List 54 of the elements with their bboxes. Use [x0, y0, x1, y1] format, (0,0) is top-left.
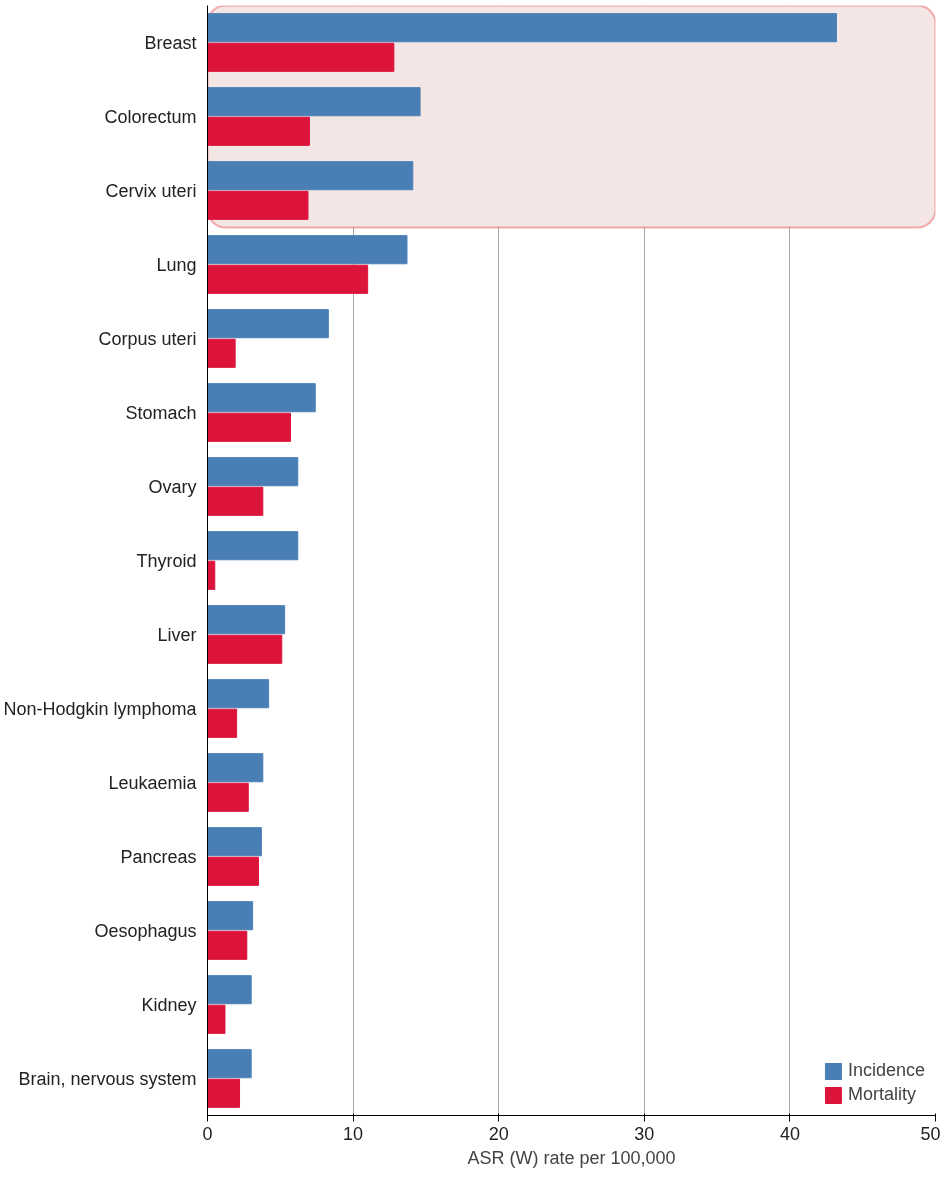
bar [207, 309, 329, 339]
x-tick-label: 20 [488, 1123, 509, 1144]
bar [207, 1004, 226, 1034]
bar [207, 930, 248, 960]
bar [207, 13, 837, 43]
x-tick-label: 30 [634, 1123, 655, 1144]
bar [207, 531, 299, 561]
x-tick-label: 50 [920, 1123, 941, 1144]
y-tick-label: Non-Hodgkin lymphoma [3, 698, 198, 719]
y-tick-label: Colorectum [104, 106, 197, 127]
y-tick-label: Cervix uteri [105, 180, 197, 201]
y-tick-label: Liver [157, 624, 197, 645]
y-tick-label: Ovary [148, 476, 197, 497]
bar [207, 901, 254, 931]
bar [207, 42, 395, 72]
bar [207, 486, 264, 516]
x-tick-label: 10 [343, 1123, 364, 1144]
y-tick-label: Pancreas [120, 846, 197, 867]
bar [207, 975, 252, 1005]
bar [207, 827, 262, 857]
bar [207, 457, 299, 487]
bar [207, 235, 408, 265]
bar [207, 560, 216, 590]
bar [207, 1049, 252, 1079]
y-tick-label: Stomach [125, 402, 197, 423]
bar [207, 634, 283, 664]
y-tick-label: Leukaemia [108, 772, 198, 793]
y-tick-label: Kidney [141, 994, 197, 1015]
x-tick-label: 40 [779, 1123, 800, 1144]
y-tick-label: Brain, nervous system [18, 1068, 197, 1089]
bar [207, 383, 316, 413]
bar [207, 856, 259, 886]
bar [207, 338, 236, 368]
bar [207, 605, 286, 635]
x-axis-title: ASR (W) rate per 100,000 [467, 1147, 676, 1168]
bar [207, 782, 249, 812]
y-tick-label: Corpus uteri [98, 328, 197, 349]
bar [207, 264, 369, 294]
bar [207, 412, 291, 442]
y-tick-label: Breast [144, 32, 197, 53]
bar [207, 1078, 241, 1108]
x-tick-label: 0 [202, 1123, 213, 1144]
bar [207, 161, 414, 191]
y-tick-label: Oesophagus [94, 920, 197, 941]
bar [207, 753, 264, 783]
bar [207, 679, 270, 709]
bar [207, 116, 310, 146]
y-tick-label: Thyroid [136, 550, 197, 571]
legend-label: Incidence [847, 1060, 925, 1081]
legend-label: Mortality [847, 1084, 916, 1105]
y-tick-label: Lung [156, 254, 197, 275]
bar [207, 190, 309, 220]
bar [207, 708, 238, 738]
bar [207, 87, 421, 117]
